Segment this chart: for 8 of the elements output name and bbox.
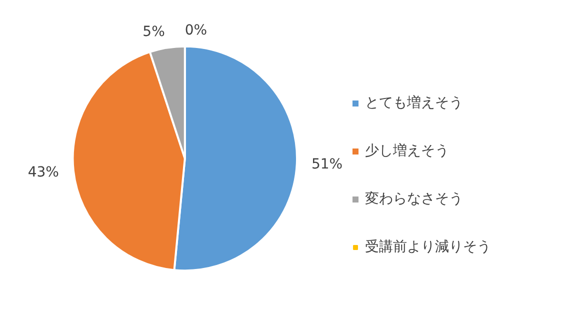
text: 0%	[184, 22, 208, 38]
legend-label: とても増えそう	[365, 94, 463, 112]
legend-label: 受講前より減りそう	[365, 238, 491, 256]
legend-label: 少し増えそう	[365, 142, 449, 160]
data-label: 51%	[311, 156, 343, 173]
data-label: 43%	[28, 164, 59, 181]
legend-label: 変わらなさそう	[365, 190, 463, 208]
data-label: 5%	[142, 24, 165, 40]
